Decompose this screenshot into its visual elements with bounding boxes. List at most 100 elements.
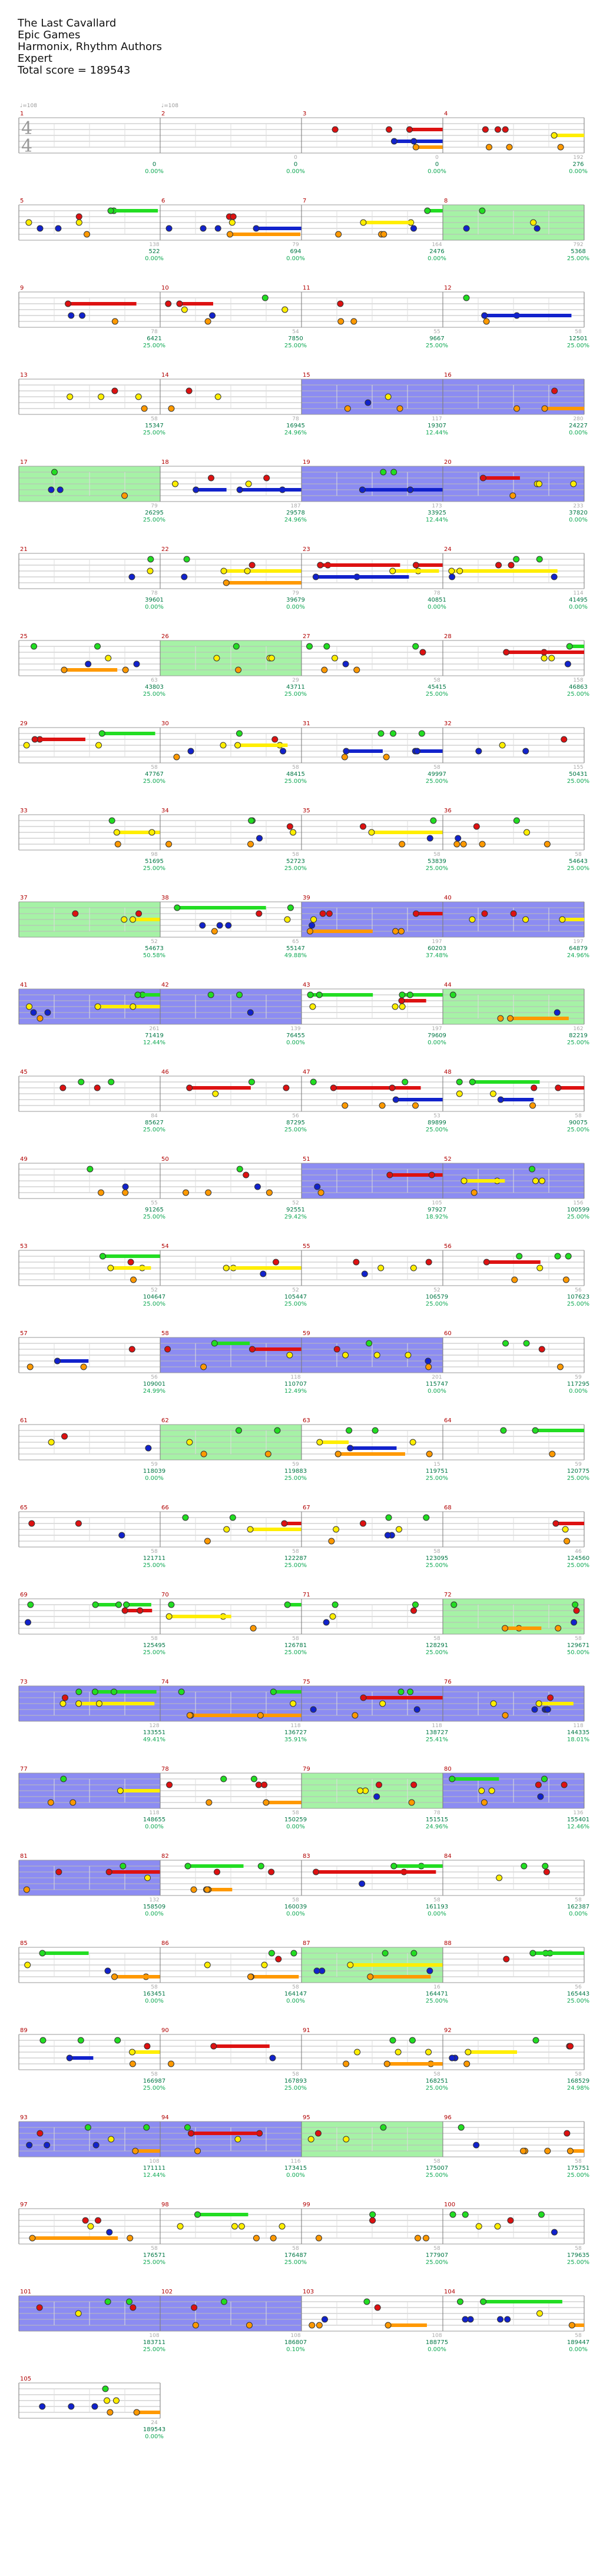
measure-number: 79: [303, 1766, 310, 1772]
sustain-bar: [189, 1086, 251, 1090]
sustain-bar: [256, 227, 302, 230]
note-gem: [321, 666, 328, 673]
measure-points: 58: [151, 1549, 158, 1555]
star-power-percent: 25.00%: [567, 2172, 589, 2179]
measure-points: 118: [290, 1375, 300, 1380]
note-gem: [312, 573, 319, 580]
note-gem: [523, 1340, 530, 1347]
star-power-percent: 0.00%: [145, 1911, 164, 1917]
measure-points: 58: [575, 1897, 582, 1903]
running-score: 120775: [567, 1468, 589, 1475]
note-gem: [192, 2322, 199, 2329]
running-score: 522: [148, 248, 160, 255]
measure-points: 52: [151, 1287, 157, 1293]
measure-number: 98: [161, 2202, 169, 2208]
running-score: 168251: [426, 2078, 448, 2084]
note-gem: [554, 1253, 561, 1260]
note-gem: [165, 841, 173, 848]
time-signature-bottom: 4: [21, 136, 32, 157]
note-gem: [274, 1427, 281, 1434]
note-gem: [408, 1799, 415, 1806]
running-score: 148655: [143, 1817, 165, 1823]
note-gem: [344, 405, 351, 412]
sustain-bar: [226, 1266, 302, 1270]
running-score: 64879: [569, 945, 588, 952]
note-gem: [538, 2211, 545, 2218]
note-gem: [286, 1352, 293, 1359]
star-power-percent: 25.00%: [426, 1562, 448, 1569]
star-power-percent: 25.00%: [143, 430, 165, 436]
note-gem: [425, 1357, 432, 1365]
star-power-percent: 0.00%: [569, 517, 588, 523]
note-gem: [399, 1003, 406, 1010]
note-gem: [122, 1183, 129, 1190]
note-gem: [534, 225, 541, 232]
note-gem: [145, 1445, 152, 1452]
star-power-percent: 25.41%: [426, 1737, 448, 1743]
note-gem: [561, 1781, 568, 1788]
star-power-percent: 25.00%: [143, 2259, 165, 2266]
note-gem: [410, 1607, 418, 1614]
measure-points: 58: [292, 1897, 299, 1903]
note-gem: [490, 1700, 497, 1707]
sustain-bar: [196, 488, 227, 492]
note-gem: [75, 213, 82, 220]
note-gem: [172, 480, 179, 487]
measure-number: 5: [20, 198, 24, 204]
note-gem: [204, 1961, 211, 1968]
note-gem: [26, 2142, 33, 2149]
star-power-percent: 25.00%: [567, 2259, 589, 2266]
note-gem: [332, 655, 339, 662]
note-gem: [337, 300, 344, 307]
note-gem: [360, 219, 367, 226]
sustain-bar: [320, 563, 353, 567]
note-gem: [389, 567, 396, 575]
running-score: 91265: [145, 1207, 164, 1213]
note-gem: [31, 643, 38, 650]
note-gem: [333, 1526, 340, 1533]
note-gem: [347, 1961, 354, 1968]
note-gem: [233, 643, 240, 650]
measure-number: 46: [161, 1069, 169, 1075]
running-score: 43803: [145, 684, 164, 691]
running-score: 50431: [569, 771, 588, 778]
measure-number: 72: [444, 1592, 452, 1598]
note-gem: [390, 730, 397, 737]
note-gem: [557, 144, 564, 151]
measure-points: 58: [575, 2333, 582, 2339]
note-gem: [125, 2298, 132, 2305]
measure-points: 29: [292, 678, 299, 683]
note-gem: [425, 2049, 432, 2056]
note-gem: [236, 730, 243, 737]
note-gem: [384, 1532, 391, 1539]
measure-points: 52: [292, 1200, 299, 1206]
note-gem: [194, 2147, 201, 2155]
note-gem: [397, 928, 405, 935]
note-gem: [211, 1340, 218, 1347]
measure-points: 118: [290, 1723, 300, 1729]
star-power-percent: 25.00%: [426, 1475, 448, 1482]
star-power-percent: 12.46%: [567, 1824, 589, 1830]
note-gem: [481, 1799, 488, 1806]
note-gem: [210, 2043, 217, 2050]
note-gem: [455, 835, 462, 842]
note-gem: [111, 318, 118, 325]
note-gem: [263, 1799, 270, 1806]
running-score: 119751: [426, 1468, 448, 1475]
note-gem: [104, 1967, 111, 1974]
star-power-percent: 25.00%: [143, 691, 165, 698]
note-gem: [148, 829, 155, 836]
measure-points: 58: [151, 2072, 158, 2077]
running-score: 49997: [428, 771, 446, 778]
measure-points: 118: [573, 1723, 583, 1729]
note-gem: [122, 1189, 129, 1196]
sustain-bar: [333, 1086, 421, 1090]
sustain-bar: [558, 1086, 584, 1090]
